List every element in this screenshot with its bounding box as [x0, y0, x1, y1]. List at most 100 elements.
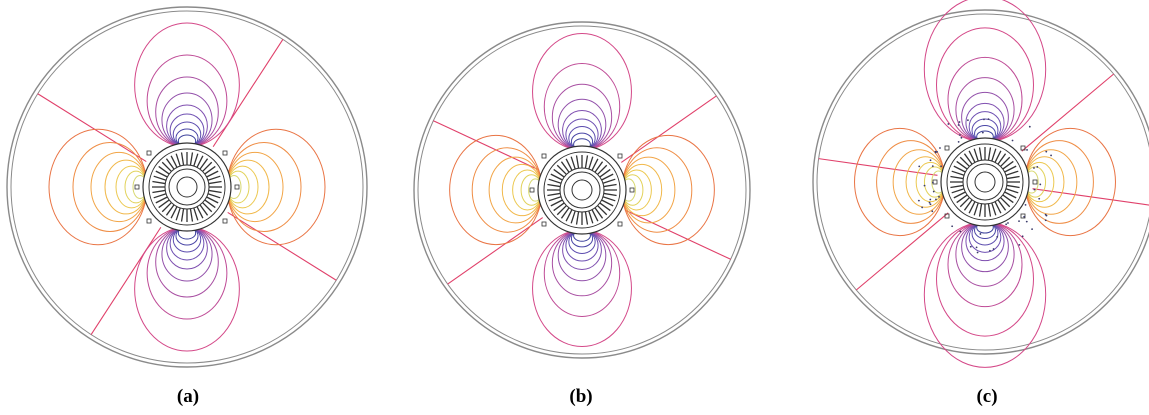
contour-line-left — [905, 156, 946, 208]
stator-slot — [570, 210, 576, 224]
mesh-dot — [931, 210, 934, 213]
contour-line-top — [169, 113, 205, 148]
contour-line-top — [532, 32, 632, 151]
stator-slot — [973, 202, 979, 216]
rotor-outer — [966, 163, 1004, 201]
mesh-dot — [929, 159, 932, 162]
stator-slot — [956, 194, 968, 204]
mesh-dot — [958, 134, 961, 136]
contour-line-bottom — [965, 221, 1005, 262]
stator-yoke — [543, 151, 621, 229]
mesh-dot — [967, 119, 969, 122]
mesh-dot — [1033, 188, 1036, 191]
stator-slot — [602, 178, 616, 184]
stator-slot — [155, 196, 168, 204]
stator-slot — [978, 203, 983, 217]
stator-slot — [556, 164, 567, 175]
contour-line-right — [226, 142, 302, 232]
stator-slot — [1000, 156, 1011, 167]
contour-line-left — [471, 147, 543, 233]
stator-slot — [153, 175, 167, 181]
stator-slot — [968, 150, 976, 163]
sensor-marker — [944, 145, 950, 151]
flux-line — [433, 120, 539, 171]
contour-line-top — [557, 98, 607, 151]
contour-line-right — [621, 147, 693, 233]
mesh-dot — [1018, 243, 1021, 246]
mesh-dot — [935, 198, 937, 201]
stator-slot — [991, 148, 997, 162]
stator-slot — [963, 153, 973, 165]
stator-slot — [570, 156, 576, 170]
stator-slot — [199, 204, 209, 216]
stator-slot — [584, 211, 589, 225]
mesh-dot — [1023, 215, 1026, 218]
contour-line-top — [551, 83, 613, 151]
mesh-dot — [1045, 150, 1048, 153]
stator-slot — [553, 202, 565, 212]
flux-line — [447, 217, 543, 285]
stator-yoke — [946, 143, 1024, 221]
mesh-dot — [979, 233, 982, 235]
stator-slot — [968, 201, 976, 214]
stator-slot — [1006, 175, 1020, 180]
contour-line-bottom — [543, 229, 621, 317]
stator-slot — [594, 161, 604, 173]
stator-slot — [175, 207, 181, 221]
flux-line — [212, 39, 284, 148]
sensor-marker — [234, 184, 240, 190]
stator-slot — [206, 170, 219, 178]
stator-slot — [953, 191, 966, 199]
contour-line-top — [134, 22, 240, 148]
stator-slot — [202, 161, 213, 172]
inner-boundary-ring — [10, 10, 364, 364]
mesh-dot — [934, 150, 937, 153]
contour-line-left — [876, 140, 946, 224]
stator-slot — [207, 175, 221, 181]
contour-line-bottom — [532, 229, 632, 348]
stator-slot — [152, 189, 166, 194]
sensor-marker — [222, 218, 228, 224]
stator-slot — [165, 158, 175, 170]
mesh-dot — [939, 147, 941, 149]
sensor-marker — [529, 187, 535, 193]
stator-slot — [193, 153, 199, 167]
contour-line-top — [965, 102, 1005, 143]
mesh-dot — [1044, 219, 1047, 222]
flux-line — [855, 212, 949, 291]
sensor-marker — [1020, 145, 1026, 151]
stator-slot — [603, 192, 617, 197]
contour-line-bottom — [166, 226, 208, 270]
stator-yoke — [148, 148, 226, 226]
mesh-dot — [1021, 235, 1024, 238]
sensor-marker — [146, 150, 152, 156]
stator-slot — [196, 155, 204, 168]
stator-slot — [959, 197, 970, 208]
stator-slot — [963, 199, 973, 211]
mesh-dot — [987, 118, 990, 121]
contour-line-left — [72, 142, 148, 232]
contour-line-left — [501, 163, 543, 217]
sensor-marker — [541, 221, 547, 227]
stator-slot — [588, 156, 594, 170]
stator-slot — [973, 148, 979, 162]
caption-b: (b) — [569, 386, 593, 407]
contour-line-top — [565, 118, 599, 151]
stator-slot — [997, 153, 1007, 165]
mesh-dot — [929, 198, 932, 201]
panel-a — [6, 6, 368, 368]
stator-slot — [204, 199, 216, 209]
stator-slot — [170, 155, 178, 168]
flux-line — [90, 226, 162, 335]
stator-slot — [550, 173, 563, 181]
stator-slot — [602, 196, 616, 202]
sensor-marker — [617, 153, 623, 159]
inner-boundary-ring — [816, 13, 1149, 351]
contour-line-bottom — [557, 229, 607, 282]
stator-slot — [175, 153, 181, 167]
contour-line-top — [146, 54, 228, 148]
mesh-dot — [917, 199, 920, 202]
stator-slot — [997, 199, 1007, 211]
stator-slot — [994, 150, 1002, 163]
